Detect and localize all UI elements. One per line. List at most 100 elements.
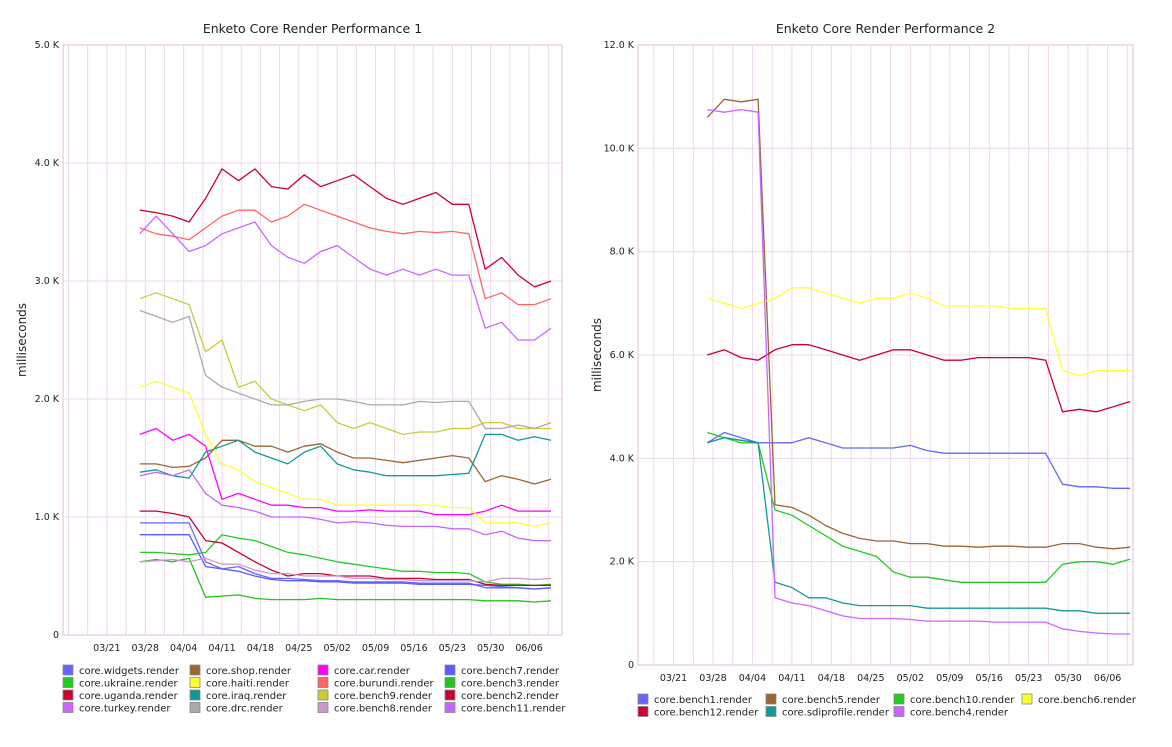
y-axis-label: milliseconds (15, 303, 29, 377)
legend-swatch (62, 677, 74, 688)
legend-swatch (893, 706, 905, 717)
x-tick-label: 04/11 (778, 673, 805, 684)
y-axis-label: milliseconds (590, 318, 604, 392)
x-tick-label: 04/04 (739, 673, 766, 684)
series-line-core-bench8-render (139, 557, 552, 583)
series-line-core-bench12-render (707, 344, 1131, 413)
chart-render-performance-2: 0 2.0 K 4.0 K 6.0 K 8.0 K 10.0 K 12.0 K 03/21 03… (590, 21, 1137, 719)
series-line-core-bench2-render (139, 510, 551, 587)
y-tick-label: 0 (628, 660, 634, 671)
series-line-core-bench4-render (707, 108, 1131, 635)
legend-label: core.bench1.render (654, 695, 753, 706)
series-line-core-shop-render (139, 439, 552, 485)
legend-label: core.iraq.render (206, 691, 287, 702)
y-tick-label: 12.0 K (604, 40, 635, 51)
legend-label: core.haiti.render (206, 679, 290, 690)
legend-swatch (893, 693, 905, 705)
x-tick-label: 06/06 (515, 643, 542, 654)
legend-label: core.bench12.render (654, 708, 759, 719)
legend-swatch (189, 677, 201, 688)
legend-label: core.drc.render (206, 704, 284, 715)
legend-label: core.sdiprofile.render (782, 708, 890, 719)
x-tick-label: 04/18 (247, 643, 274, 654)
series-line-core-iraq-render (139, 433, 552, 479)
legend-label: core.burundi.render (334, 679, 434, 690)
legend-swatch (317, 702, 329, 713)
x-tick-label: 04/04 (170, 643, 197, 654)
legend-label: core.bench10.render (910, 695, 1015, 706)
legend-swatch (189, 702, 201, 713)
x-tick-label: 03/28 (132, 643, 159, 654)
x-tick-label: 05/23 (1015, 673, 1042, 684)
series-line-core-uganda-render (139, 168, 552, 288)
legend-label: core.bench9.render (334, 691, 433, 702)
x-tick-label: 05/16 (400, 643, 427, 654)
x-tick-label: 04/25 (857, 673, 884, 684)
legend-swatch (637, 706, 649, 717)
legend-label: core.widgets.render (79, 666, 180, 677)
x-tick-label: 05/09 (362, 643, 389, 654)
chart-title: Enketo Core Render Performance 2 (776, 21, 995, 36)
series-line-core-haiti-render (139, 380, 552, 528)
legend-swatch (765, 693, 777, 705)
legend-label: core.shop.render (206, 666, 292, 677)
legend-swatch (1021, 693, 1033, 705)
legend-swatch (444, 702, 456, 713)
x-tick-label: 05/30 (477, 643, 504, 654)
y-tick-label: 4.0 K (35, 158, 60, 169)
legend-swatch (317, 664, 329, 676)
legend-label: core.bench2.render (461, 691, 560, 702)
y-tick-label: 1.0 K (35, 512, 60, 523)
series-line-core-drc-render (139, 309, 552, 430)
legend-swatch (62, 702, 74, 713)
legend-label: core.bench8.render (334, 704, 433, 715)
series-line-core-bench3-render (139, 557, 552, 603)
legend-label: core.uganda.render (79, 691, 179, 702)
legend-label: core.turkey.render (79, 704, 171, 715)
legend-label: core.bench4.render (910, 708, 1009, 719)
series-line-core-bench10-render (707, 431, 1131, 583)
series-line-core-sdiprofile-render (707, 437, 1131, 614)
x-tick-label: 06/06 (1094, 673, 1121, 684)
x-tick-label: 05/02 (897, 673, 924, 684)
series-line-core-bench6-render (707, 287, 1131, 377)
legend-label: core.bench6.render (1038, 695, 1137, 706)
series-line-core-widgets-render (139, 522, 552, 590)
y-tick-label: 2.0 K (610, 557, 635, 568)
y-tick-label: 5.0 K (35, 40, 60, 51)
x-tick-label: 05/30 (1054, 673, 1081, 684)
y-tick-label: 8.0 K (610, 247, 635, 258)
x-tick-label: 05/16 (976, 673, 1003, 684)
plot-area-border (637, 44, 1134, 666)
y-tick-label: 0 (53, 630, 59, 641)
y-tick-label: 10.0 K (604, 143, 635, 154)
series-line-core-bench1-render (706, 431, 1131, 489)
chart-title: Enketo Core Render Performance 1 (203, 21, 422, 36)
legend-swatch (62, 664, 74, 676)
series-line-core-bench11-render (139, 469, 551, 542)
legend-label: core.bench7.render (461, 666, 560, 677)
legend-swatch (317, 677, 329, 688)
chart-render-performance-1: 0 1.0 K 2.0 K 3.0 K 4.0 K 5.0 K 03/21 03/28 04/0… (15, 21, 566, 715)
legend-swatch (317, 689, 329, 701)
series-line-core-car-render (139, 427, 551, 516)
x-tick-label: 05/02 (323, 643, 350, 654)
x-tick-label: 05/09 (936, 673, 963, 684)
plot-area-border (62, 44, 563, 636)
legend-label: core.bench3.render (461, 679, 560, 690)
x-tick-label: 03/21 (660, 673, 687, 684)
series-line-core-ukraine-render (139, 534, 552, 587)
legend-swatch (444, 689, 456, 701)
series-line-core-bench5-render (706, 98, 1131, 550)
x-tick-label: 03/28 (699, 673, 726, 684)
y-tick-label: 2.0 K (35, 394, 60, 405)
series-line-core-bench7-render (139, 534, 552, 590)
legend-swatch (444, 677, 456, 688)
legend-label: core.bench11.render (461, 704, 566, 715)
legend-swatch (444, 664, 456, 676)
series-line-core-turkey-render (139, 215, 552, 341)
legend-swatch (637, 693, 649, 705)
legend-label: core.bench5.render (782, 695, 881, 706)
legend-label: core.car.render (334, 666, 411, 677)
series-line-core-burundi-render (139, 203, 552, 306)
